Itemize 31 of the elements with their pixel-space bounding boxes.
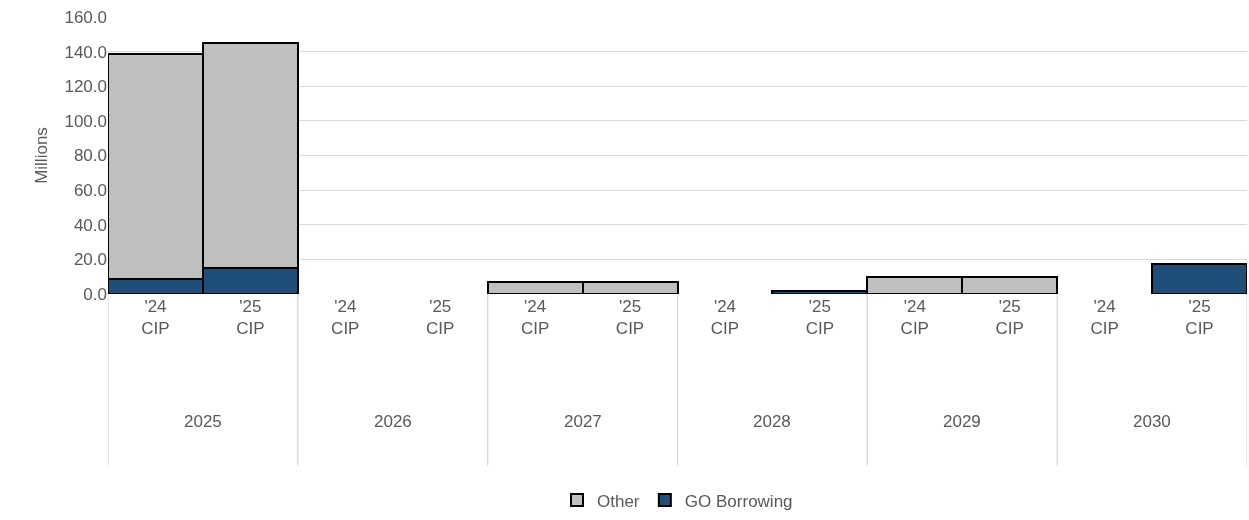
y-tick-label: 20.0 <box>73 250 107 270</box>
x-tick-label: '24 CIP <box>900 297 929 339</box>
x-tick-label: '25 CIP <box>615 297 645 339</box>
x-tick-label: '25 CIP <box>426 297 455 339</box>
y-tick-label: 60.0 <box>73 181 107 201</box>
x-tick-label: '25 CIP <box>236 297 265 339</box>
bar <box>1151 263 1247 294</box>
y-tick-label: 120.0 <box>64 77 107 97</box>
x-tick-label: '25 CIP <box>805 297 835 339</box>
x-tick-label: '25 CIP <box>995 297 1024 339</box>
text: 2026 <box>374 412 412 431</box>
y-tick-label: 100.0 <box>64 111 107 131</box>
x-tick-label: '24 CIP <box>1090 297 1119 339</box>
text: 2027 <box>564 412 602 431</box>
y-tick-label: 80.0 <box>73 146 107 166</box>
x-tick-label: '24 CIP <box>710 297 740 339</box>
x-tick-label: '24 CIP <box>520 297 550 339</box>
y-tick-label: 140.0 <box>64 42 107 62</box>
x-tick-label: '24 CIP <box>141 297 170 339</box>
x-tick-label: '24 CIP <box>331 297 360 339</box>
text: 2029 <box>943 412 981 431</box>
y-axis-title: Millions <box>32 127 51 184</box>
legend-label: Other <box>597 491 640 511</box>
legend-label: GO Borrowing <box>684 491 793 511</box>
y-tick-label: 40.0 <box>73 215 107 235</box>
text: 2028 <box>753 412 791 431</box>
y-tick-label: 160.0 <box>64 7 107 27</box>
x-tick-label: '25 CIP <box>1185 297 1214 339</box>
y-tick-label: 0.0 <box>83 284 107 304</box>
text: 2025 <box>184 412 222 431</box>
text: 2030 <box>1133 412 1171 431</box>
